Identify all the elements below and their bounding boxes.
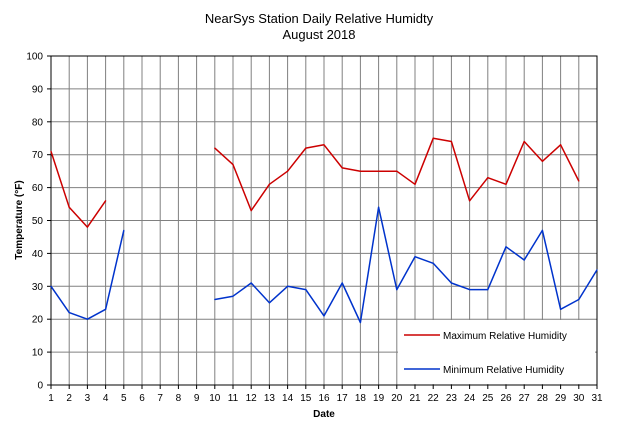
x-tick-label: 10 (209, 393, 221, 404)
series-line-min (214, 206, 598, 324)
y-tick-label: 0 (37, 381, 43, 392)
x-tick-label: 3 (85, 393, 91, 404)
x-tick-label: 28 (537, 393, 549, 404)
chart-subtitle: August 2018 (282, 27, 355, 42)
x-tick-label: 14 (282, 393, 294, 404)
x-tick-label: 7 (157, 393, 163, 404)
series-line-max (50, 151, 107, 228)
series-line-min (50, 230, 125, 320)
x-tick-label: 13 (264, 393, 276, 404)
x-tick-label: 12 (246, 393, 258, 404)
x-tick-label: 8 (176, 393, 182, 404)
x-axis-title: Date (313, 409, 335, 420)
x-tick-label: 30 (573, 393, 585, 404)
y-tick-label: 90 (32, 84, 44, 95)
x-tick-label: 15 (300, 393, 312, 404)
x-tick-label: 23 (446, 393, 458, 404)
legend-label-max: Maximum Relative Humidity (443, 331, 567, 342)
x-tick-label: 27 (519, 393, 531, 404)
y-tick-label: 60 (32, 183, 44, 194)
x-tick-label: 21 (409, 393, 421, 404)
y-tick-label: 20 (32, 315, 44, 326)
x-tick-label: 31 (591, 393, 603, 404)
series (50, 137, 598, 324)
x-tick-label: 5 (121, 393, 127, 404)
x-tick-label: 29 (555, 393, 567, 404)
legend-box (398, 320, 595, 384)
y-tick-label: 50 (32, 216, 44, 227)
x-tick-label: 4 (103, 393, 109, 404)
x-tick-label: 26 (500, 393, 512, 404)
x-tick-label: 24 (464, 393, 476, 404)
y-tick-label: 40 (32, 249, 44, 260)
x-tick-label: 16 (318, 393, 330, 404)
y-tick-label: 100 (26, 52, 43, 63)
x-tick-label: 1 (48, 393, 54, 404)
x-tick-label: 11 (228, 393, 239, 404)
x-tick-label: 25 (482, 393, 494, 404)
y-axis-title: Temperature (°F) (14, 180, 25, 259)
chart-title: NearSys Station Daily Relative Humidty (205, 11, 434, 26)
legend-label-min: Minimum Relative Humidity (443, 365, 564, 376)
y-tick-label: 70 (32, 150, 44, 161)
x-tick-label: 9 (194, 393, 200, 404)
x-tick-label: 6 (139, 393, 145, 404)
series-line-max (214, 137, 580, 212)
y-tick-label: 10 (32, 348, 44, 359)
axis-ticks: 1 2 3 4 5 6 7 8 9 10 11 12 13 14 15 16 17 18 19 20 21 22 23 24 2… (26, 52, 603, 405)
x-tick-label: 20 (391, 393, 403, 404)
x-tick-label: 2 (66, 393, 72, 404)
legend: Maximum Relative Humidity Minimum Relati… (398, 320, 595, 384)
y-tick-label: 80 (32, 117, 44, 128)
y-tick-label: 30 (32, 282, 44, 293)
x-tick-label: 17 (337, 393, 349, 404)
x-tick-label: 22 (428, 393, 440, 404)
x-tick-label: 18 (355, 393, 367, 404)
x-tick-label: 19 (373, 393, 385, 404)
